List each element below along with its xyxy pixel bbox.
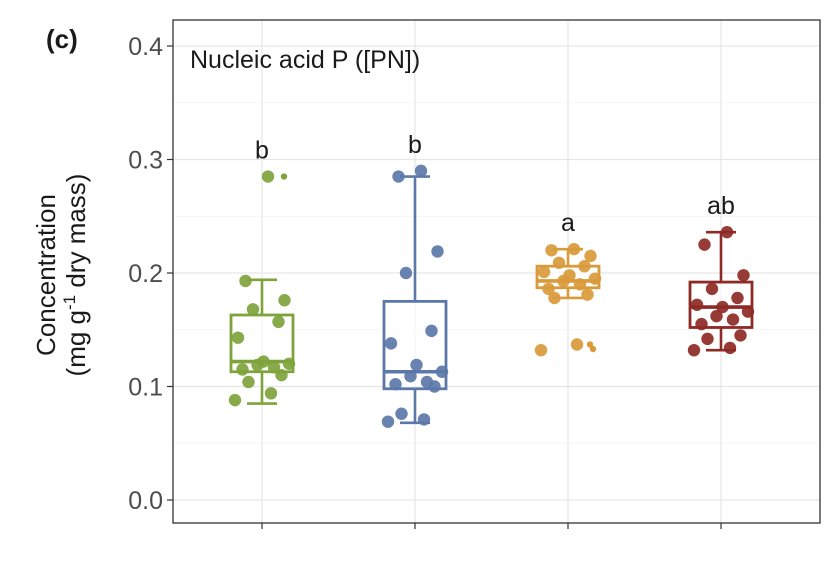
data-point [425, 324, 438, 338]
data-point [231, 331, 245, 344]
data-point [534, 343, 548, 357]
y-axis-unit-suffix: dry mass) [61, 174, 91, 295]
data-point [431, 245, 444, 258]
y-tick-label: 0.3 [128, 147, 163, 175]
chart-title: Nucleic acid P ([PN]) [190, 46, 420, 74]
data-point [410, 358, 423, 372]
data-point [581, 288, 594, 301]
data-points [228, 164, 755, 428]
data-point [567, 242, 581, 256]
data-point [381, 415, 395, 428]
y-tick-label: 0.1 [128, 374, 163, 402]
data-point [404, 370, 417, 383]
data-point [417, 413, 431, 426]
y-axis-title-line2: (mg g-1 dry mass) [60, 174, 91, 377]
data-point [399, 266, 413, 280]
data-point [690, 298, 704, 311]
data-point [687, 343, 701, 357]
data-point [557, 274, 570, 288]
y-axis-unit-prefix: (mg g [61, 310, 91, 376]
data-point [578, 259, 591, 273]
data-point [236, 363, 249, 376]
data-point [261, 170, 275, 183]
data-point [737, 269, 750, 282]
x-axis-ticks [261, 523, 722, 529]
data-point [731, 291, 744, 305]
data-point [741, 305, 755, 318]
y-axis-title: Concentration (mg g-1 dry mass) [31, 174, 91, 377]
data-point [542, 282, 555, 296]
data-point [570, 338, 584, 351]
panel-label: (c) [46, 24, 78, 54]
significance-label: ab [707, 192, 735, 220]
boxes [229, 173, 754, 425]
data-point [239, 274, 252, 288]
data-point [384, 337, 398, 350]
grid-lines [173, 20, 820, 523]
data-point [720, 225, 734, 239]
data-point [701, 332, 714, 346]
data-point [537, 265, 551, 279]
data-point [267, 361, 281, 374]
data-point [552, 256, 566, 269]
data-point [710, 309, 723, 323]
data-point [726, 313, 740, 326]
data-point [278, 294, 291, 307]
data-point [242, 375, 255, 389]
y-axis-unit-exponent: -1 [60, 295, 79, 310]
data-point [705, 282, 719, 296]
y-axis-title-line1: Concentration [31, 194, 61, 356]
data-point [734, 329, 747, 342]
data-point [716, 300, 729, 314]
plot-border [172, 19, 821, 524]
data-point [389, 378, 402, 391]
data-point [548, 291, 561, 305]
data-point [573, 278, 587, 291]
significance-labels: b b a ab [255, 131, 735, 237]
data-point [695, 317, 708, 331]
data-point [395, 407, 408, 420]
data-point [272, 315, 285, 329]
y-tick-label: 0.0 [128, 487, 163, 515]
data-point [435, 365, 449, 378]
data-point [428, 380, 441, 393]
significance-label: a [561, 209, 575, 237]
outlier-point [280, 173, 288, 180]
data-point [246, 303, 260, 316]
outlier-point [586, 341, 594, 348]
data-point [723, 341, 737, 355]
outlier-point [589, 345, 597, 353]
significance-label: b [255, 137, 269, 165]
data-point [698, 238, 711, 251]
data-point [264, 387, 278, 400]
data-point [584, 249, 597, 263]
data-point [588, 272, 602, 285]
significance-label: b [408, 131, 422, 159]
data-point [282, 357, 296, 370]
data-point [414, 164, 428, 178]
data-point [275, 368, 288, 382]
y-tick-label: 0.2 [128, 260, 163, 288]
y-tick-label: 0.4 [128, 33, 163, 61]
data-point [545, 244, 558, 257]
data-point [228, 393, 242, 407]
y-axis-ticks: 0.0 0.1 0.2 0.3 0.4 [128, 33, 173, 515]
data-point [392, 170, 405, 183]
data-point [251, 358, 264, 372]
